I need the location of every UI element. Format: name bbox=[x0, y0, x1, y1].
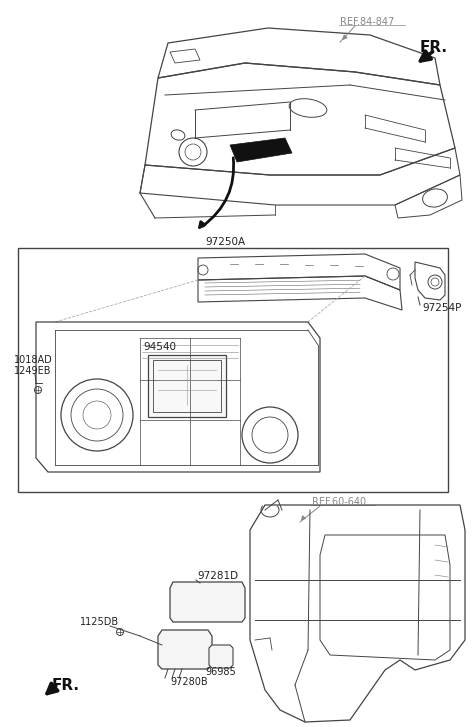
Polygon shape bbox=[230, 138, 292, 162]
Text: 1249EB: 1249EB bbox=[14, 366, 51, 376]
Text: 1125DB: 1125DB bbox=[80, 617, 119, 627]
Polygon shape bbox=[170, 582, 245, 622]
Text: 97254P: 97254P bbox=[422, 303, 461, 313]
Text: FR.: FR. bbox=[52, 678, 80, 694]
Text: REF.84-847: REF.84-847 bbox=[340, 17, 394, 27]
Polygon shape bbox=[158, 630, 212, 669]
Bar bbox=[153, 360, 221, 412]
Bar bbox=[148, 355, 226, 417]
Bar bbox=[187, 590, 232, 618]
Bar bbox=[164, 635, 206, 663]
Text: 97250A: 97250A bbox=[205, 237, 245, 247]
Text: 97280B: 97280B bbox=[170, 677, 208, 687]
Text: REF.60-640: REF.60-640 bbox=[312, 497, 366, 507]
Bar bbox=[18, 248, 448, 492]
Polygon shape bbox=[209, 645, 233, 668]
Text: FR.: FR. bbox=[420, 41, 448, 55]
Text: 94540: 94540 bbox=[143, 342, 176, 352]
Text: 96985: 96985 bbox=[206, 667, 236, 677]
Text: 1018AD: 1018AD bbox=[14, 355, 53, 365]
Text: 97281D: 97281D bbox=[197, 571, 238, 581]
